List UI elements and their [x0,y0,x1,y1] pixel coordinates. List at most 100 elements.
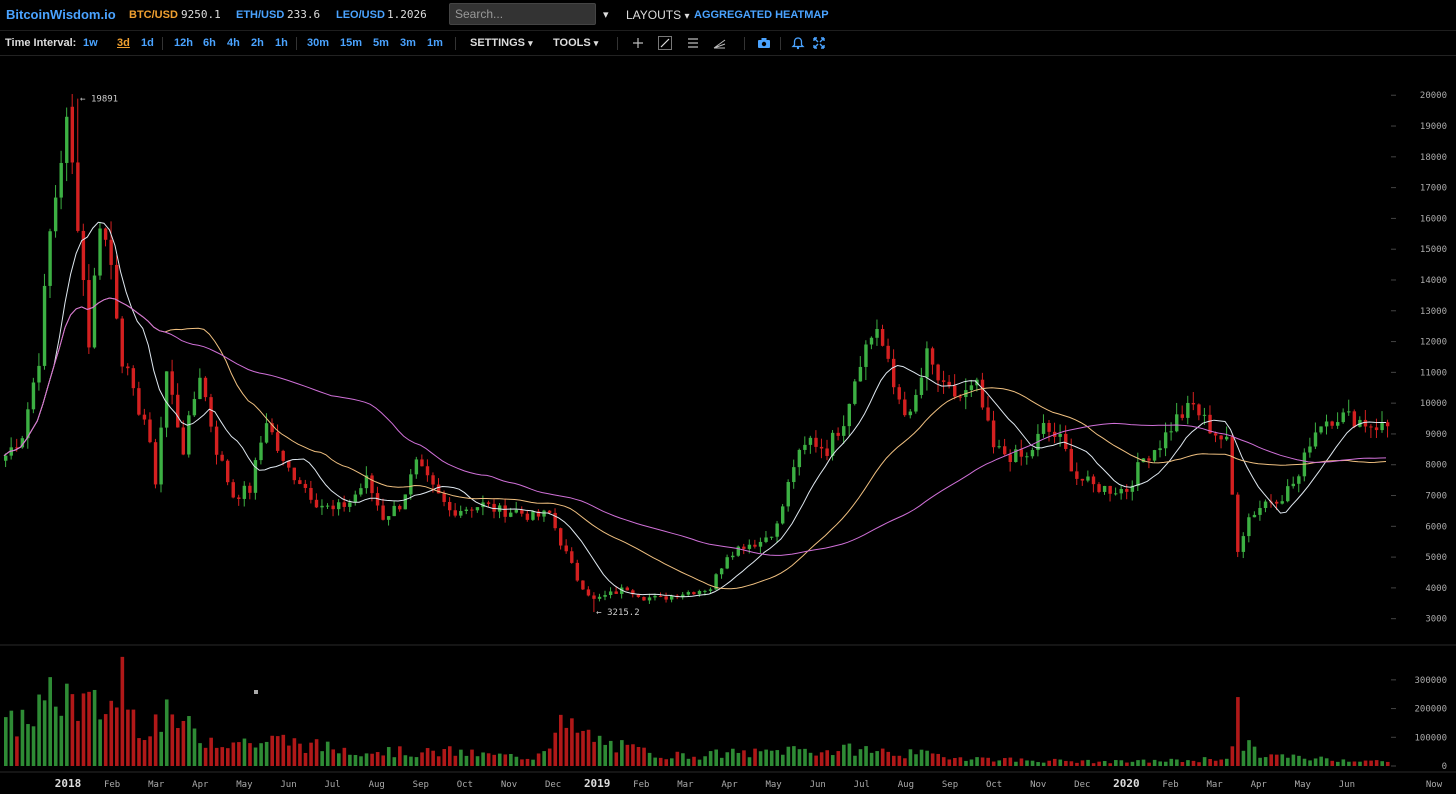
volume-bar [270,735,274,766]
tools-menu[interactable]: TOOLS ▾ [553,31,598,55]
interval-5m[interactable]: 5m [373,37,389,49]
candle-body [1236,494,1240,552]
interval-30m[interactable]: 30m [307,37,330,49]
candle-body [1363,419,1368,427]
candle-body [264,423,269,443]
interval-4h[interactable]: 4h [227,37,240,49]
volume-bar [1236,697,1240,766]
candle-body [553,512,557,529]
volume-bar [847,743,852,766]
volume-bar [53,706,58,766]
candle-body [1197,404,1201,416]
ticker-leo-price: 1.2026 [387,8,427,21]
volume-bar [453,755,458,766]
volume-bar [986,757,990,766]
ticker-btc-pair[interactable]: BTC/USD [129,9,178,21]
volume-bar [126,709,130,766]
candle-body [1175,414,1179,432]
search-input[interactable] [449,3,596,25]
volume-bar [403,755,408,766]
candle-body [1108,485,1112,494]
price-tick-label: 20000 [1420,91,1447,101]
volume-bar [65,683,69,766]
search-dropdown-icon[interactable]: ▾ [603,9,609,21]
fullscreen-icon[interactable] [811,35,827,51]
interval-1d[interactable]: 1d [141,37,154,49]
price-tick-label: 12000 [1420,338,1447,348]
volume-bar [1163,761,1168,766]
time-axis-label: Jun [1339,780,1355,790]
crosshair-icon[interactable] [630,35,646,51]
time-axis-label: Mar [148,780,165,790]
ticker-eth-pair[interactable]: ETH/USD [236,9,285,21]
candle-body [320,505,324,508]
horizontal-lines-icon[interactable] [685,35,701,51]
volume-bar [653,757,657,766]
volume-bar [4,717,8,766]
moving-averages [3,221,1387,598]
volume-bar [486,753,491,766]
volume-bar [1058,759,1063,766]
interval-12h[interactable]: 12h [174,37,193,49]
volume-bar [681,753,685,766]
candle-body [409,474,413,495]
camera-icon[interactable] [756,35,772,51]
fib-icon[interactable] [712,35,728,51]
time-axis-label: Apr [721,780,738,790]
volume-bar [1019,758,1024,766]
trendline-icon[interactable] [657,35,673,51]
interval-2h[interactable]: 2h [251,37,264,49]
candle-body [575,562,580,581]
volume-bar [592,741,596,766]
ticker-leo-pair[interactable]: LEO/USD [336,9,385,21]
volume-bar [692,756,696,766]
volume-bar [570,718,574,766]
volume-bar [769,750,774,766]
candle-body [786,482,790,507]
candle-body [120,318,124,367]
candle-body [819,446,824,449]
interval-3d[interactable]: 3d [117,37,130,49]
interval-15m[interactable]: 15m [340,37,363,49]
volume-bar [1052,758,1057,766]
settings-menu[interactable]: SETTINGS ▾ [470,31,533,55]
volume-bar [969,759,974,766]
volume-bar [670,758,674,766]
layouts-menu[interactable]: LAYOUTS ▾ [626,0,690,30]
time-axis-label: Jul [854,780,870,790]
candle-body [126,366,130,369]
volume-bar [386,747,391,766]
site-logo[interactable]: BitcoinWisdom.io [6,7,116,22]
volume-bar [675,751,680,766]
candle-body [1274,501,1279,504]
candle-body [181,427,185,455]
volume-bar [1363,760,1368,766]
candle-body [1058,433,1062,437]
candle-body [692,592,696,595]
candle-body [747,544,752,549]
volume-bar [758,751,763,766]
candle-body [1041,422,1046,434]
volume-tick-label: 100000 [1414,733,1447,743]
volume-bar [880,748,885,766]
price-tick-label: 14000 [1420,276,1447,286]
interval-3m[interactable]: 3m [400,37,416,49]
volume-bar [886,751,891,766]
candle-body [503,505,507,517]
candle-body [153,442,158,485]
volume-bar [98,719,102,766]
candle-body [664,596,668,600]
interval-1h[interactable]: 1h [275,37,288,49]
candle-body [1319,426,1323,433]
candle-body [1297,476,1301,484]
candle-body [914,394,918,412]
interval-6h[interactable]: 6h [203,37,216,49]
interval-1w[interactable]: 1w [83,37,98,49]
volume-bar [514,756,519,766]
interval-1m[interactable]: 1m [427,37,443,49]
aggregated-heatmap-link[interactable]: AGGREGATED HEATMAP [694,9,829,21]
bell-icon[interactable] [790,35,806,51]
candle-body [592,595,596,599]
candle-body [309,487,313,500]
candlestick-chart[interactable]: 20000 19000 18000 17000 16000 15000 14000 13000… [0,56,1456,794]
